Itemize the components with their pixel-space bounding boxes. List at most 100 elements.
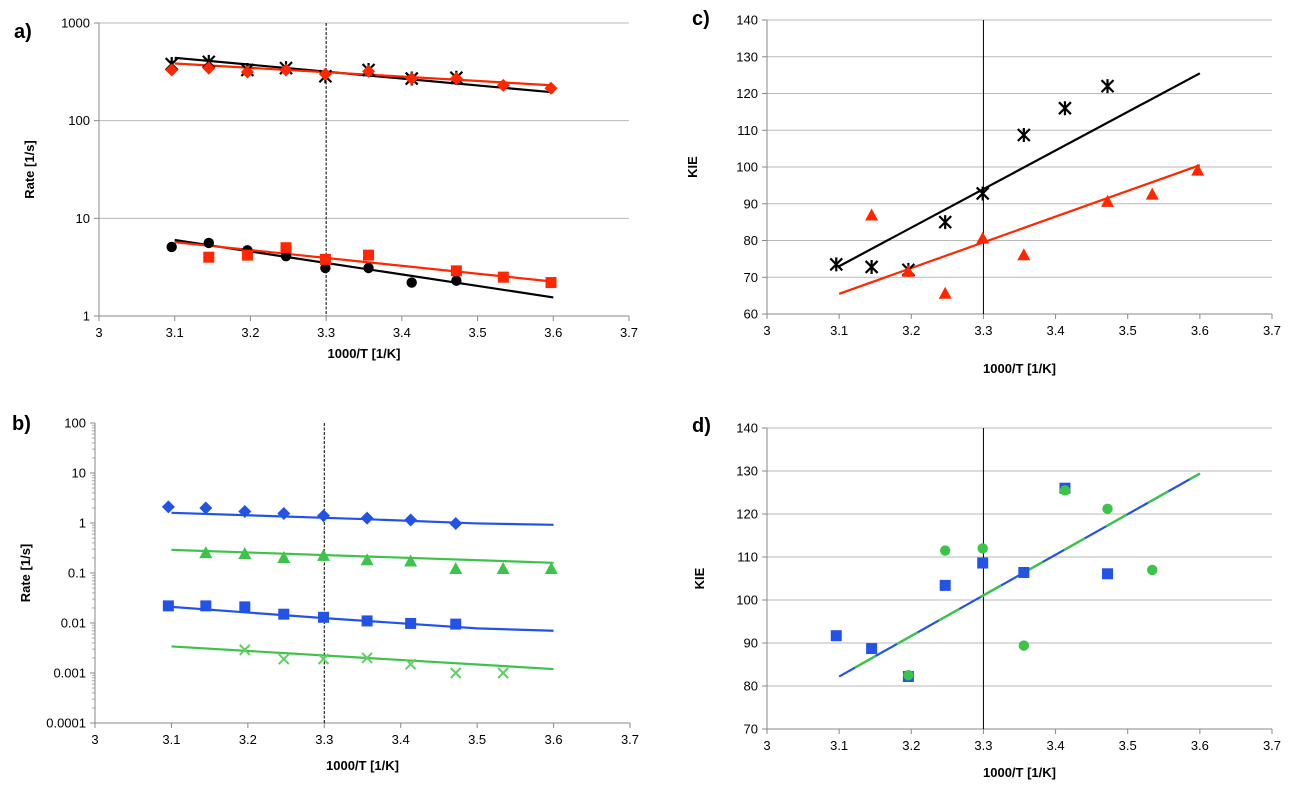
y-tick-label: 90	[744, 636, 758, 651]
x-tick-label: 3.6	[545, 732, 563, 747]
data-point	[1102, 503, 1113, 515]
data-point	[361, 615, 373, 627]
data-point	[239, 644, 251, 656]
data-point	[1145, 187, 1159, 200]
y-axis-title: Rate [1/s]	[18, 544, 33, 603]
x-tick-label: 3	[95, 325, 102, 340]
x-tick-label: 3	[763, 323, 770, 338]
data-point	[238, 504, 252, 518]
fit-line	[838, 164, 1201, 295]
data-point	[1101, 194, 1115, 207]
data-point	[406, 277, 417, 288]
data-point	[277, 550, 291, 563]
data-point	[361, 652, 373, 664]
data-point	[317, 509, 331, 523]
x-tick-label: 3.3	[315, 732, 333, 747]
x-tick-label: 3.1	[166, 325, 184, 340]
x-tick-label: 3.2	[902, 323, 920, 338]
data-point	[279, 63, 293, 77]
data-point	[363, 249, 375, 261]
x-tick-label: 3	[91, 732, 98, 747]
data-point	[203, 251, 215, 263]
y-tick-label: 120	[736, 507, 758, 522]
y-tick-label: 80	[744, 233, 758, 248]
data-point	[202, 61, 216, 75]
x-tick-label: 3.7	[1263, 738, 1281, 753]
data-point	[1017, 128, 1031, 143]
y-axis-title: Rate [1/s]	[22, 140, 37, 199]
data-point	[545, 277, 557, 289]
y-tick-label: 140	[736, 421, 758, 436]
x-tick-label: 3.2	[241, 325, 259, 340]
x-tick-label: 3.3	[974, 738, 992, 753]
y-tick-label: 130	[736, 464, 758, 479]
x-axis-title: 1000/T [1/K]	[983, 361, 1056, 376]
data-point	[278, 653, 290, 665]
data-point	[200, 600, 212, 612]
x-tick-label: 3.6	[1191, 323, 1209, 338]
data-point	[238, 546, 252, 559]
data-point	[166, 241, 177, 253]
data-point	[278, 608, 290, 620]
panel-a: a) 1 10 100 1000 3 3.1 3.2 3.3 3.4 3.5 3.6 3.7 1000/T…	[14, 16, 638, 362]
y-tick-label: 0.1	[68, 566, 86, 581]
y-tick-label: 0.001	[53, 666, 86, 681]
fit-line	[174, 241, 554, 283]
data-point	[451, 275, 462, 286]
data-point	[449, 72, 463, 86]
x-tick-label: 3.3	[974, 323, 992, 338]
fit-line-overlay	[838, 472, 1201, 678]
fit-line	[171, 605, 554, 632]
data-point	[319, 253, 331, 265]
y-tick-label: 1000	[61, 16, 90, 31]
panel-c: c) 60 70 80 90 100 110 120 130 140 3 3.1 3.2 3.3 3.4 3.…	[685, 8, 1281, 376]
x-tick-label: 3.7	[1263, 323, 1281, 338]
y-tick-label: 100	[68, 113, 90, 128]
data-point	[404, 513, 418, 527]
data-point	[203, 237, 214, 249]
x-axis-title: 1000/T [1/K]	[983, 765, 1056, 780]
data-point	[405, 72, 419, 86]
data-point	[241, 249, 253, 261]
data-point	[1059, 485, 1071, 496]
x-tick-label: 3.5	[1119, 323, 1137, 338]
data-point	[449, 516, 463, 530]
y-tick-label: 90	[744, 196, 758, 211]
y-tick-label: 1	[79, 516, 86, 531]
data-point	[1017, 248, 1031, 261]
x-tick-label: 3.4	[393, 325, 411, 340]
data-point	[360, 553, 374, 566]
data-point	[162, 600, 174, 612]
data-point	[317, 548, 331, 561]
panel-label: d)	[692, 415, 711, 437]
data-point	[320, 262, 331, 274]
y-tick-label: 1	[83, 309, 90, 324]
y-tick-label: 10	[76, 211, 90, 226]
y-tick-label: 120	[736, 86, 758, 101]
data-point	[901, 264, 915, 277]
y-axis-title: KIE	[685, 156, 700, 178]
data-point	[318, 611, 330, 623]
fit-line	[171, 548, 554, 564]
y-tick-label: 130	[736, 49, 758, 64]
panel-b: b) 0.0001 0.001 0.01 0.1 1 10 100 3 3.1 3.2 3.3 3.4 3…	[12, 413, 639, 773]
x-tick-label: 3.4	[1047, 738, 1065, 753]
y-tick-label: 70	[744, 270, 758, 285]
data-point	[1058, 101, 1072, 116]
data-point	[360, 511, 374, 525]
x-tick-label: 3.3	[317, 325, 335, 340]
y-tick-label: 70	[744, 722, 758, 737]
y-tick-label: 0.0001	[46, 716, 86, 731]
data-point	[450, 618, 462, 630]
panel-label: b)	[12, 413, 31, 435]
data-point	[239, 601, 251, 613]
data-point	[976, 231, 990, 244]
fit-line	[838, 72, 1201, 268]
x-tick-label: 3.1	[830, 323, 848, 338]
data-point	[1102, 568, 1114, 580]
data-point	[830, 630, 842, 642]
data-point	[277, 506, 291, 520]
data-point	[318, 67, 332, 81]
data-point	[161, 500, 175, 514]
fit-line	[171, 645, 554, 671]
